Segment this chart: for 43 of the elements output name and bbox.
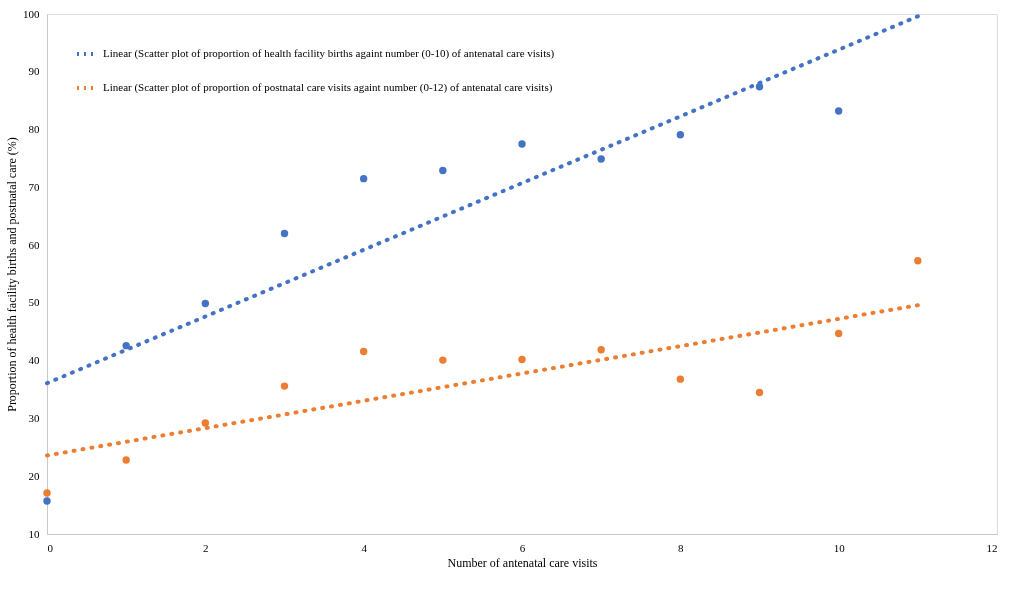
point bbox=[518, 140, 526, 148]
point bbox=[359, 347, 368, 356]
x-tick-label: 6 bbox=[519, 541, 526, 554]
point bbox=[439, 356, 447, 364]
y-tick-label: 50 bbox=[28, 296, 40, 309]
point bbox=[834, 107, 843, 115]
point bbox=[280, 382, 289, 390]
y-tick-label: 20 bbox=[28, 469, 40, 482]
y-tick-label: 70 bbox=[28, 180, 40, 193]
x-tick-label: 8 bbox=[678, 541, 685, 554]
point bbox=[280, 229, 289, 238]
y-axis-title: Proportion of health facility births and postnatal care (%) bbox=[5, 137, 19, 412]
x-tick-label: 0 bbox=[47, 541, 54, 554]
y-tick-label: 10 bbox=[28, 527, 40, 540]
y-tick-label: 100 bbox=[23, 7, 40, 20]
y-tick-label: 80 bbox=[28, 123, 40, 136]
point bbox=[755, 388, 764, 397]
y-tick-label: 60 bbox=[28, 238, 40, 251]
legend-label: Linear (Scatter plot of proportion of postnatal care visits againt number (0-12) of antenatal care visits) bbox=[103, 81, 553, 94]
point bbox=[201, 419, 210, 427]
x-tick-label: 4 bbox=[361, 541, 368, 554]
point bbox=[122, 341, 130, 350]
legend-label: Linear (Scatter plot of proportion of health facility births againt number (0-10) of antenatal care visits) bbox=[103, 47, 555, 60]
x-tick-label: 12 bbox=[986, 541, 998, 554]
point bbox=[597, 155, 605, 163]
point bbox=[122, 456, 130, 464]
point bbox=[43, 497, 51, 505]
point bbox=[676, 131, 685, 139]
point bbox=[359, 174, 368, 183]
point bbox=[43, 489, 51, 497]
point bbox=[201, 299, 210, 308]
y-tick-label: 40 bbox=[28, 354, 40, 367]
y-tick-label: 30 bbox=[28, 411, 40, 424]
point bbox=[518, 355, 526, 364]
x-axis-title: Number of antenatal care visits bbox=[447, 555, 598, 570]
point bbox=[676, 375, 685, 383]
point bbox=[914, 257, 922, 265]
x-tick-label: 2 bbox=[203, 541, 209, 554]
point bbox=[439, 166, 447, 175]
y-tick-label: 90 bbox=[28, 65, 40, 78]
x-tick-label: 10 bbox=[833, 541, 846, 554]
point bbox=[597, 345, 605, 354]
point bbox=[834, 329, 843, 338]
